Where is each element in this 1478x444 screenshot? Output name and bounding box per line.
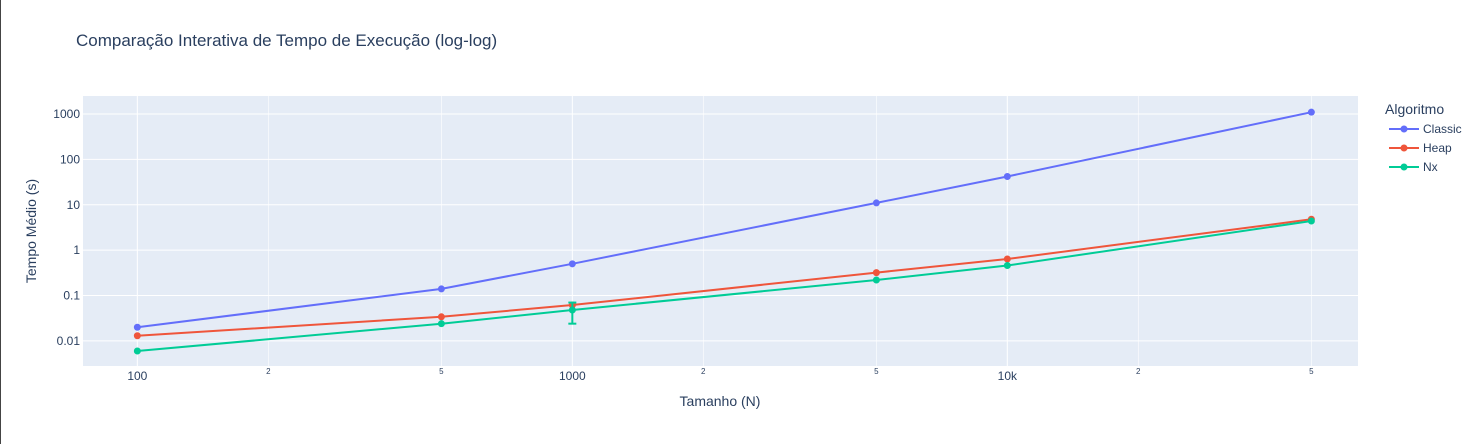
data-point-classic: [1307, 108, 1315, 116]
legend-item-nx[interactable]: Nx: [1389, 160, 1438, 174]
data-point-nx: [568, 306, 576, 314]
legend-label: Classic: [1423, 122, 1462, 136]
series-line-nx: [137, 220, 1312, 352]
legend[interactable]: Algoritmo Classic Heap Nx: [1385, 101, 1462, 174]
legend-marker: [1400, 163, 1408, 171]
x-axis-ticks: 100 2 5 1000 2 5 10k 2 5: [127, 367, 1314, 383]
y-tick-label: 0.01: [57, 334, 81, 348]
x-tick-label: 1000: [559, 369, 586, 383]
y-tick-label: 100: [60, 152, 80, 166]
x-axis-title: Tamanho (N): [680, 393, 761, 409]
legend-label: Nx: [1423, 160, 1438, 174]
data-point-classic: [133, 323, 141, 331]
y-tick-label: 1: [73, 243, 80, 257]
y-axis-title: Tempo Médio (s): [23, 179, 39, 283]
legend-marker: [1400, 125, 1408, 133]
legend-marker: [1400, 144, 1408, 152]
x-tick-label: 100: [127, 369, 147, 383]
x-tick-label: 5: [1309, 367, 1314, 376]
x-tick-label: 5: [439, 367, 444, 376]
data-point-classic: [568, 260, 576, 268]
data-point-nx: [872, 276, 880, 284]
series-layer: [133, 108, 1315, 355]
grid-lines: [83, 96, 1358, 366]
data-point-heap: [133, 332, 141, 340]
legend-label: Heap: [1423, 141, 1452, 155]
legend-item-classic[interactable]: Classic: [1389, 122, 1462, 136]
data-point-nx: [437, 320, 445, 328]
x-tick-label: 2: [266, 367, 271, 376]
series-line-classic: [137, 111, 1312, 329]
y-tick-label: 10: [67, 198, 81, 212]
data-point-classic: [437, 285, 445, 293]
x-tick-label: 2: [1136, 367, 1141, 376]
chart-title: Comparação Interativa de Tempo de Execuç…: [76, 31, 497, 50]
x-tick-label: 5: [874, 367, 879, 376]
series-line-heap: [137, 218, 1312, 337]
y-axis-ticks: 0.01 0.1 1 10 100 1000: [53, 107, 80, 348]
data-point-heap: [1003, 255, 1011, 263]
data-point-nx: [1003, 261, 1011, 269]
series-classic: [133, 108, 1315, 331]
series-nx: [133, 217, 1315, 355]
data-point-classic: [1003, 173, 1011, 181]
legend-title: Algoritmo: [1385, 101, 1444, 117]
y-tick-label: 0.1: [63, 289, 80, 303]
data-point-heap: [872, 269, 880, 277]
data-point-nx: [1307, 217, 1315, 225]
plot-area: [83, 96, 1358, 366]
data-point-nx: [133, 347, 141, 355]
data-point-heap: [437, 313, 445, 321]
x-tick-label: 2: [701, 367, 706, 376]
data-point-classic: [872, 199, 880, 207]
legend-item-heap[interactable]: Heap: [1389, 141, 1452, 155]
y-tick-label: 1000: [53, 107, 80, 121]
x-tick-label: 10k: [998, 369, 1018, 383]
